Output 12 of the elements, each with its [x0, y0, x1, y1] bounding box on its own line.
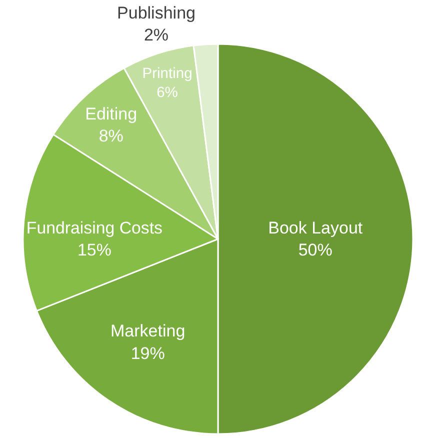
data-label: 2% [144, 25, 169, 44]
data-label: 6% [156, 85, 178, 102]
data-label: 19% [130, 344, 165, 363]
data-label: 15% [78, 240, 112, 260]
slice-label: Printing [142, 66, 192, 82]
slice-label: Book Layout [268, 218, 363, 238]
slice-label: Marketing [110, 322, 186, 341]
slice-label: Fundraising Costs [26, 218, 162, 238]
slice-label: Editing [85, 104, 138, 124]
slice-label: Publishing [117, 3, 196, 22]
data-label: 8% [98, 126, 124, 146]
data-label: 50% [298, 240, 332, 260]
